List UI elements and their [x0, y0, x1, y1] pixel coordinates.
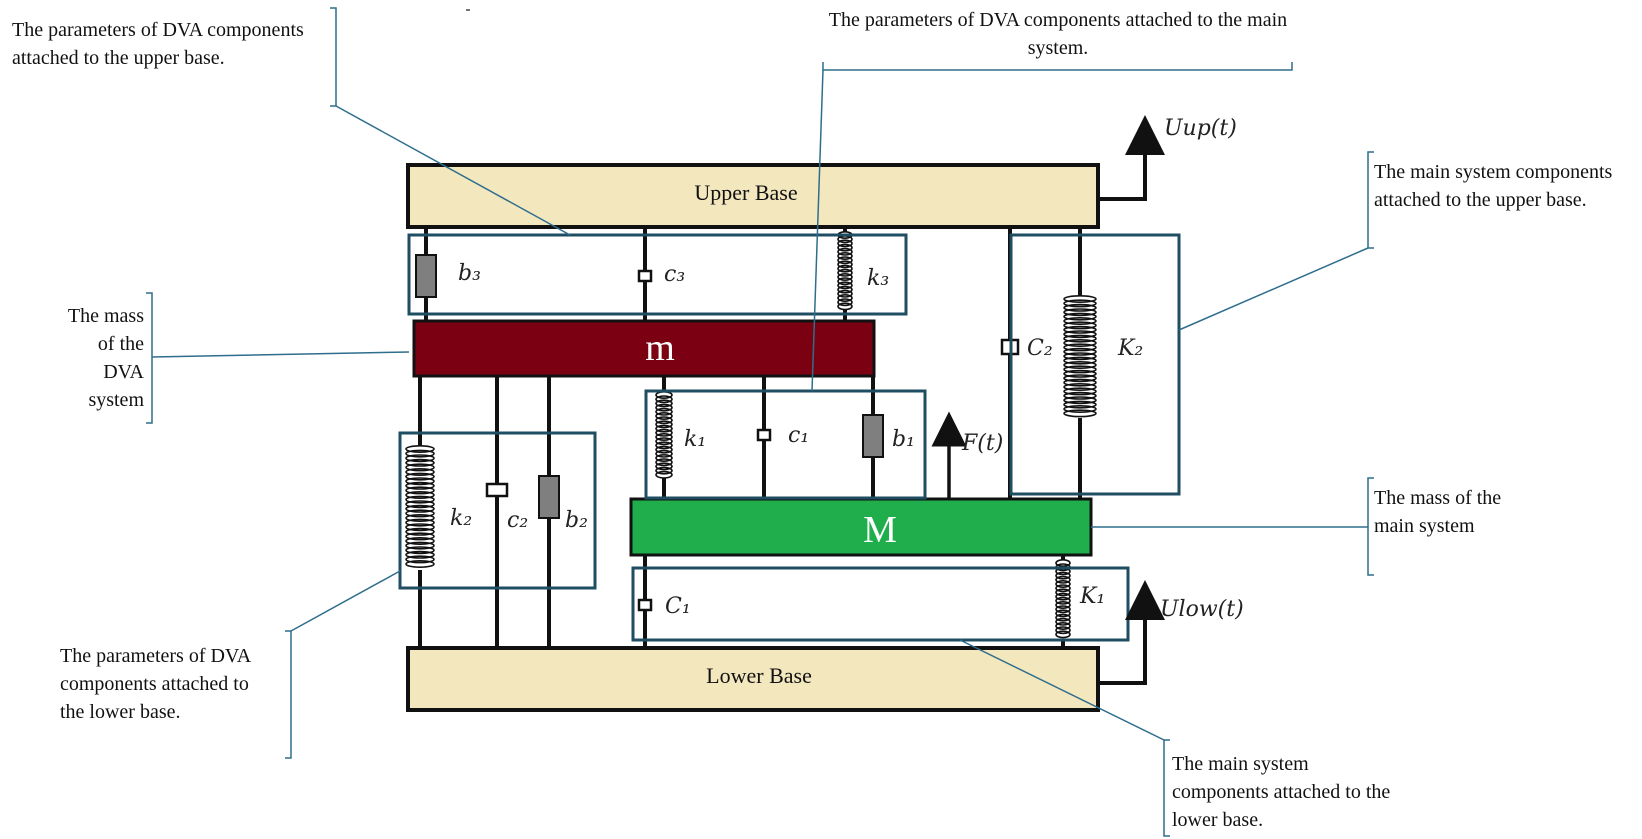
main-mass: [629, 497, 1093, 557]
label-K1: K₁: [1079, 584, 1105, 609]
callout-main-mass: The mass of the main system: [1374, 487, 1502, 537]
leader-dva-lower: [290, 570, 401, 632]
callout-dva-main: The parameters of DVA components attache…: [828, 9, 1288, 59]
lower-base: [406, 646, 1100, 712]
label-b2: b₂: [565, 508, 588, 533]
lower-base-label: Lower Base: [706, 663, 812, 688]
bracket-main-lower: [1163, 739, 1170, 837]
upper-displacement-arrow: [1098, 115, 1165, 201]
callout-dva-lower: The parameters of DVA components attache…: [60, 645, 251, 723]
spring-k3: [837, 231, 853, 311]
leader-dva-main: [811, 69, 824, 392]
dva-mass: [412, 319, 876, 378]
label-Uup: Uup(t): [1164, 116, 1237, 141]
label-k2: k₂: [450, 506, 472, 531]
dva-mass-label: m: [645, 327, 675, 369]
leader-main-lower: [959, 639, 1165, 741]
callout-main-upper: The main system components attached to t…: [1374, 161, 1613, 211]
spring-k1: [655, 390, 673, 479]
label-c3: c₃: [664, 262, 685, 287]
callout-dva-upper: The parameters of DVA components attache…: [12, 19, 304, 69]
leader-main-upper: [1178, 247, 1369, 331]
damper-b2: [538, 475, 560, 519]
group-main-lower: [631, 566, 1130, 642]
spring-K1: [1055, 558, 1071, 640]
dashpot-c2: [485, 482, 509, 498]
label-C2: C₂: [1027, 336, 1053, 361]
label-K2: K₂: [1117, 336, 1143, 361]
label-k1: k₁: [684, 427, 706, 452]
label-c1: c₁: [788, 423, 809, 448]
main-mass-label: M: [863, 509, 897, 551]
callout-main-lower: The main system components attached to t…: [1172, 753, 1391, 831]
group-main-upper: [1009, 233, 1181, 496]
label-b1: b₁: [892, 427, 915, 452]
callout-dva-mass: The mass of the DVA system: [67, 305, 144, 411]
group-dva-main: [644, 389, 927, 500]
group-dva-upper: [407, 233, 908, 316]
bracket-dva-main: [822, 62, 1293, 71]
label-C1: C₁: [665, 594, 691, 619]
damper-b3: [415, 254, 437, 298]
damper-b1: [862, 414, 884, 458]
dashpot-c1: [756, 428, 772, 442]
leader-dva-mass: [151, 351, 410, 358]
label-k3: k₃: [867, 266, 889, 291]
spring-K2: [1063, 294, 1097, 418]
dashpot-C1: [637, 598, 653, 612]
upper-base: [406, 163, 1100, 229]
spring-k2: [405, 444, 435, 570]
bracket-dva-lower: [285, 630, 292, 759]
label-c2: c₂: [507, 508, 528, 533]
upper-base-label: Upper Base: [694, 180, 797, 205]
leader-dva-upper: [335, 105, 571, 236]
bracket-dva-mass: [146, 292, 153, 424]
lower-displacement-arrow: [1098, 580, 1165, 685]
bracket-main-upper: [1367, 151, 1374, 249]
label-b3: b₃: [458, 261, 481, 286]
group-dva-lower: [398, 431, 597, 590]
label-force: F(t): [961, 431, 1003, 456]
bracket-dva-upper: [330, 7, 337, 107]
label-Ulow: Ulow(t): [1160, 597, 1244, 622]
dashpot-c3: [637, 269, 653, 283]
